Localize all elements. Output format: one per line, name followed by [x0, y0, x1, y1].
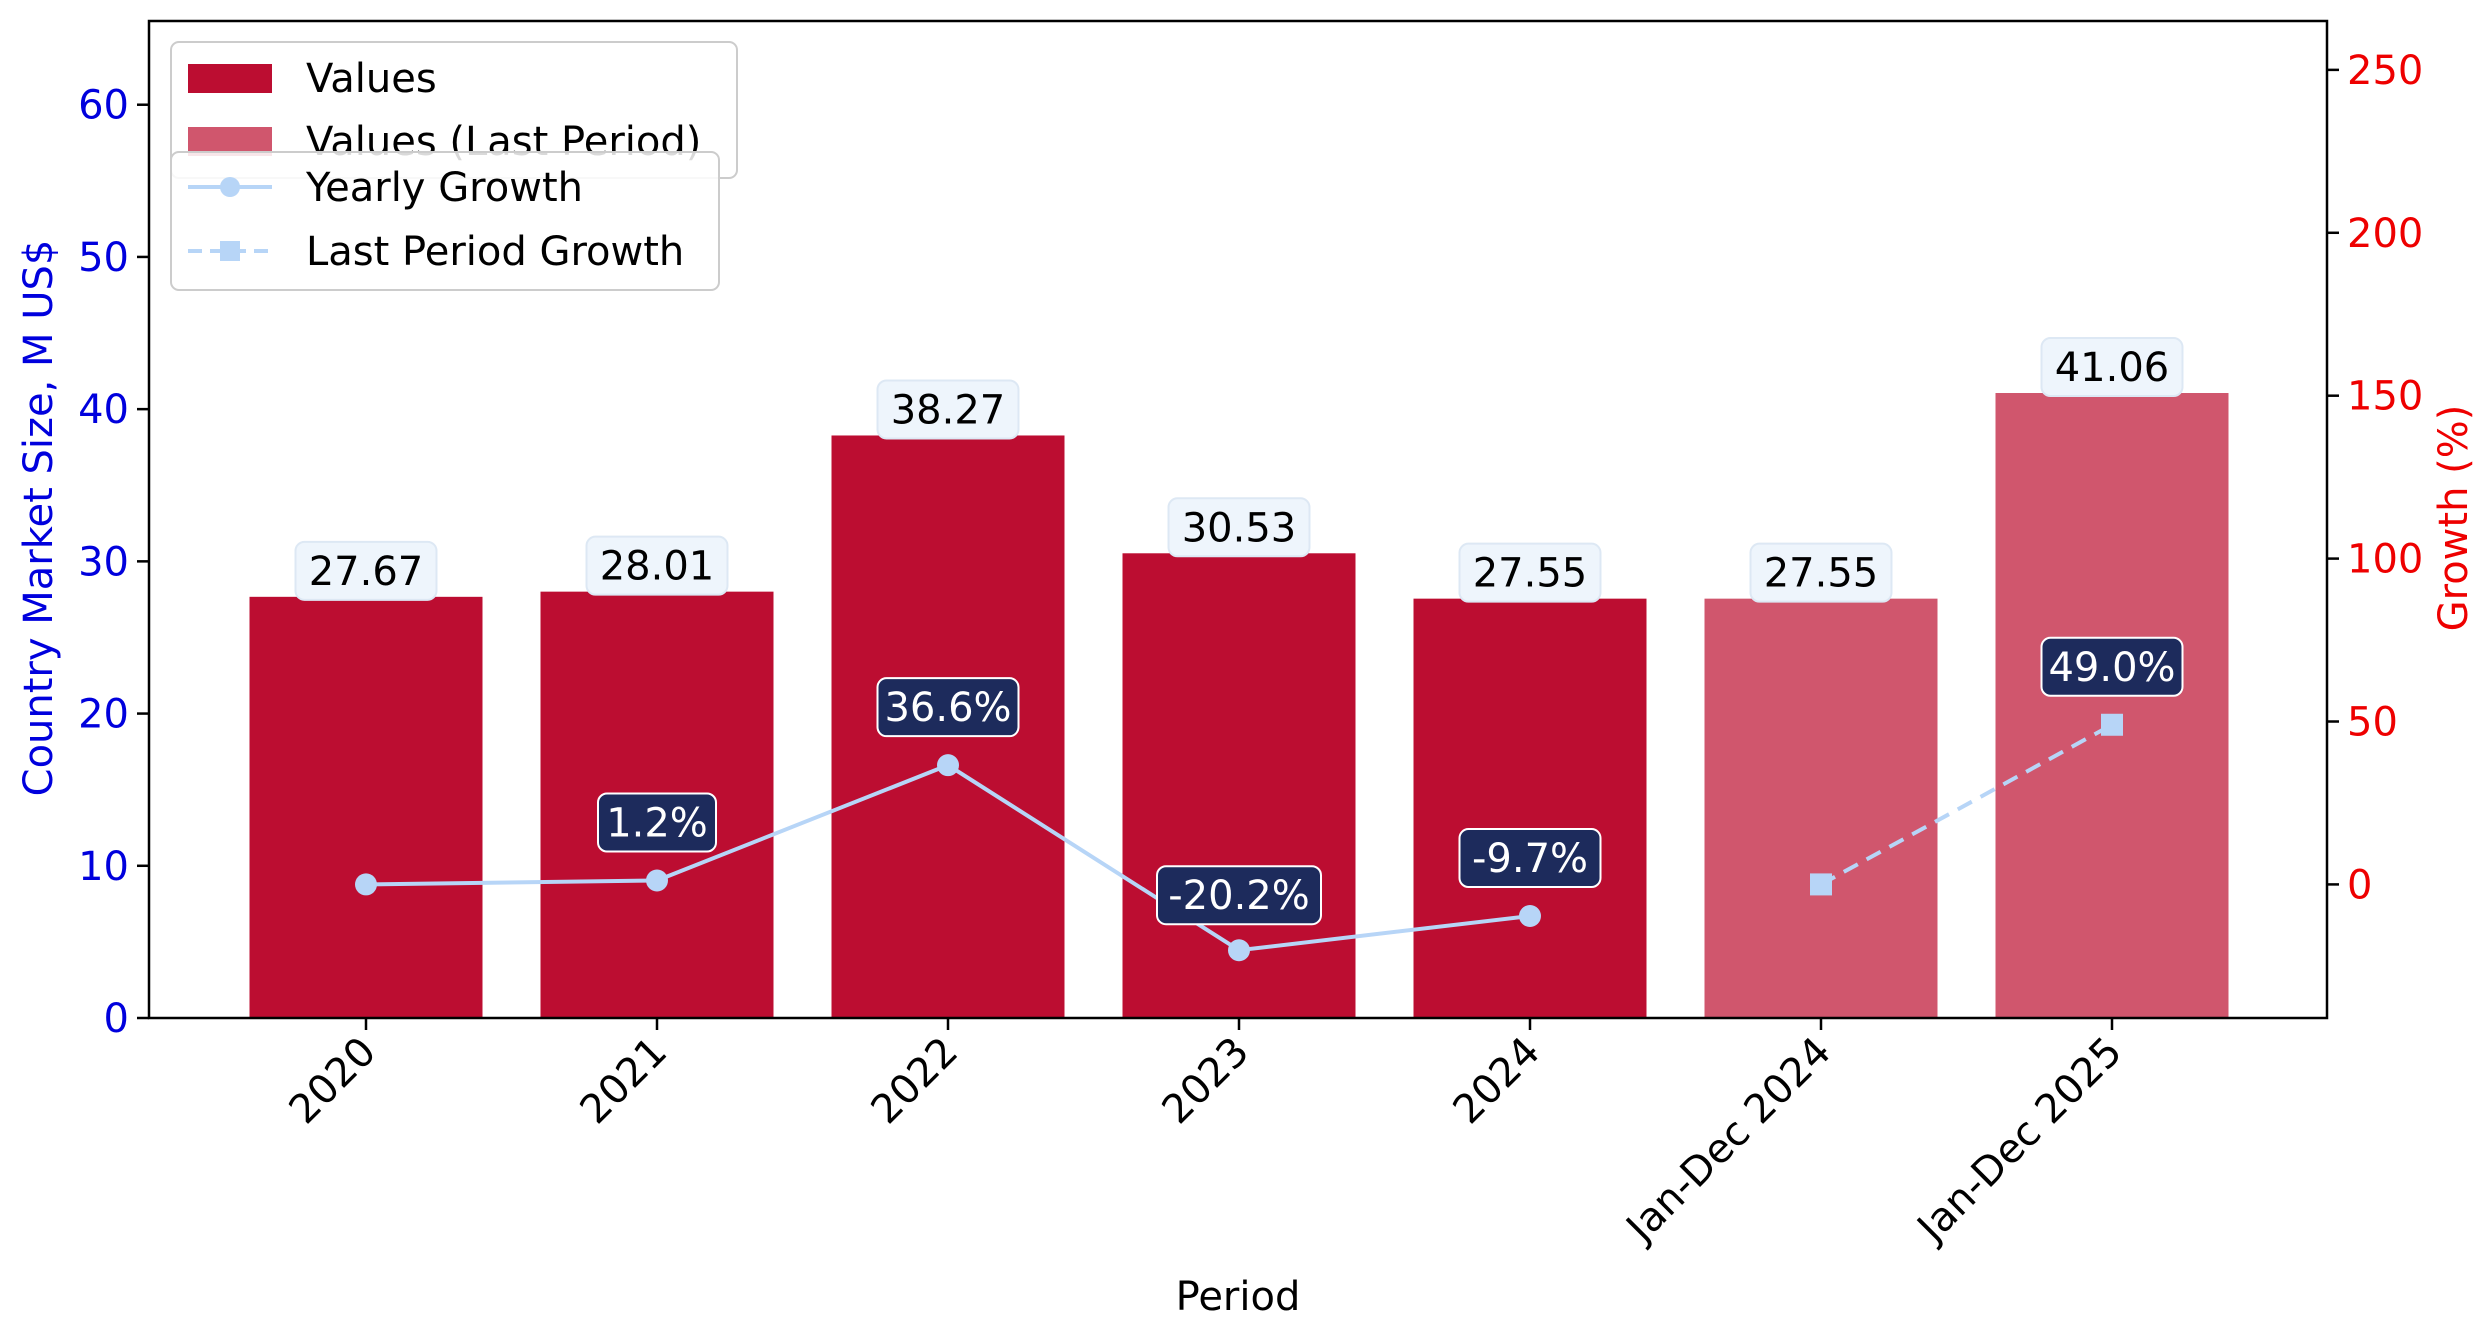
growth-point-1	[646, 869, 668, 892]
bar-value-label-6: 41.06	[2055, 345, 2170, 391]
left-tick-label: 60	[78, 83, 129, 129]
right-tick-label: 0	[2347, 862, 2372, 908]
growth-label-1-box	[597, 792, 717, 853]
legend-marker	[220, 177, 240, 197]
growth-label-6: 49.0%	[2048, 645, 2175, 691]
left-tick-label: 0	[104, 996, 129, 1042]
bar-last-period-6	[1995, 393, 2229, 1018]
x-axis-label: Period	[1176, 1274, 1301, 1320]
x-tick-label: 2024	[1445, 1029, 1550, 1134]
growth-label-3-box	[1156, 865, 1322, 926]
growth-label-4-box	[1458, 828, 1602, 889]
growth-label-3: -20.2%	[1168, 873, 1310, 919]
x-tick-label: 2020	[281, 1029, 386, 1134]
right-tick-label: 250	[2347, 48, 2423, 94]
bar-values-4	[1413, 598, 1647, 1018]
growth-point-2	[937, 754, 959, 777]
right-tick-label: 50	[2347, 700, 2398, 746]
bar-value-label-2: 38.27	[891, 387, 1006, 433]
growth-label-6-box	[2040, 636, 2184, 697]
bar-value-label-4: 27.55	[1473, 551, 1588, 597]
legend-label: Yearly Growth	[305, 165, 583, 211]
bar-last-period-5	[1704, 598, 1938, 1018]
bar-value-label-2-box	[876, 379, 1020, 440]
right-tick-label: 100	[2347, 537, 2423, 583]
left-tick-label: 20	[78, 692, 129, 738]
right-tick-label: 150	[2347, 374, 2423, 420]
bar-value-label-1: 28.01	[600, 544, 715, 590]
growth-point-4	[1519, 905, 1541, 928]
growth-label-1: 1.2%	[606, 801, 708, 847]
growth-point-6	[2101, 713, 2123, 736]
left-tick-label: 40	[78, 387, 129, 433]
bar-value-label-6-box	[2040, 337, 2184, 398]
right-y-axis-label: Growth (%)	[2431, 405, 2477, 632]
left-tick-label: 50	[78, 235, 129, 281]
bar-value-label-3-box	[1167, 497, 1311, 558]
growth-label-2: 36.6%	[884, 685, 1011, 731]
legend-label: Last Period Growth	[306, 229, 684, 275]
left-y-axis-label: Country Market Size, M US$	[16, 240, 62, 797]
legend-label: Values	[306, 56, 437, 102]
legend-marker	[220, 241, 240, 261]
x-tick-label: 2022	[863, 1029, 968, 1134]
bar-value-label-1-box	[585, 535, 729, 596]
growth-point-5	[1810, 873, 1832, 896]
growth-point-3	[1228, 939, 1250, 962]
bar-value-label-4-box	[1458, 542, 1602, 603]
growth-point-0	[355, 873, 377, 896]
x-tick-label: 2023	[1154, 1029, 1259, 1134]
x-tick-label: 2021	[572, 1029, 677, 1134]
growth-label-4: -9.7%	[1472, 836, 1588, 882]
bar-value-label-5-box	[1749, 542, 1893, 603]
left-tick-label: 10	[78, 844, 129, 890]
bar-value-label-3: 30.53	[1182, 505, 1297, 551]
legend-lines: Yearly Growth Last Period Growth	[170, 151, 720, 291]
bars-layer	[249, 393, 2229, 1018]
left-tick-label: 30	[78, 539, 129, 585]
growth-label-2-box	[876, 677, 1020, 738]
bar-value-label-0-box	[294, 540, 438, 601]
legend-box	[170, 151, 720, 291]
x-tick-label: Jan-Dec 2024	[1616, 1029, 1840, 1253]
right-tick-label: 200	[2347, 211, 2423, 257]
x-tick-label: Jan-Dec 2025	[1907, 1029, 2131, 1253]
growth-lines-layer	[355, 713, 2123, 962]
bar-values-0	[249, 596, 483, 1018]
legend-swatch	[188, 64, 272, 93]
last-period-growth-line	[1820, 723, 2113, 887]
data-labels-layer: 27.67 28.01 38.27 30.53 27.55 27.55 41.06 1.2% 3…	[294, 337, 2184, 926]
bar-value-label-0: 27.67	[309, 549, 424, 595]
bar-value-label-5: 27.55	[1764, 551, 1879, 597]
